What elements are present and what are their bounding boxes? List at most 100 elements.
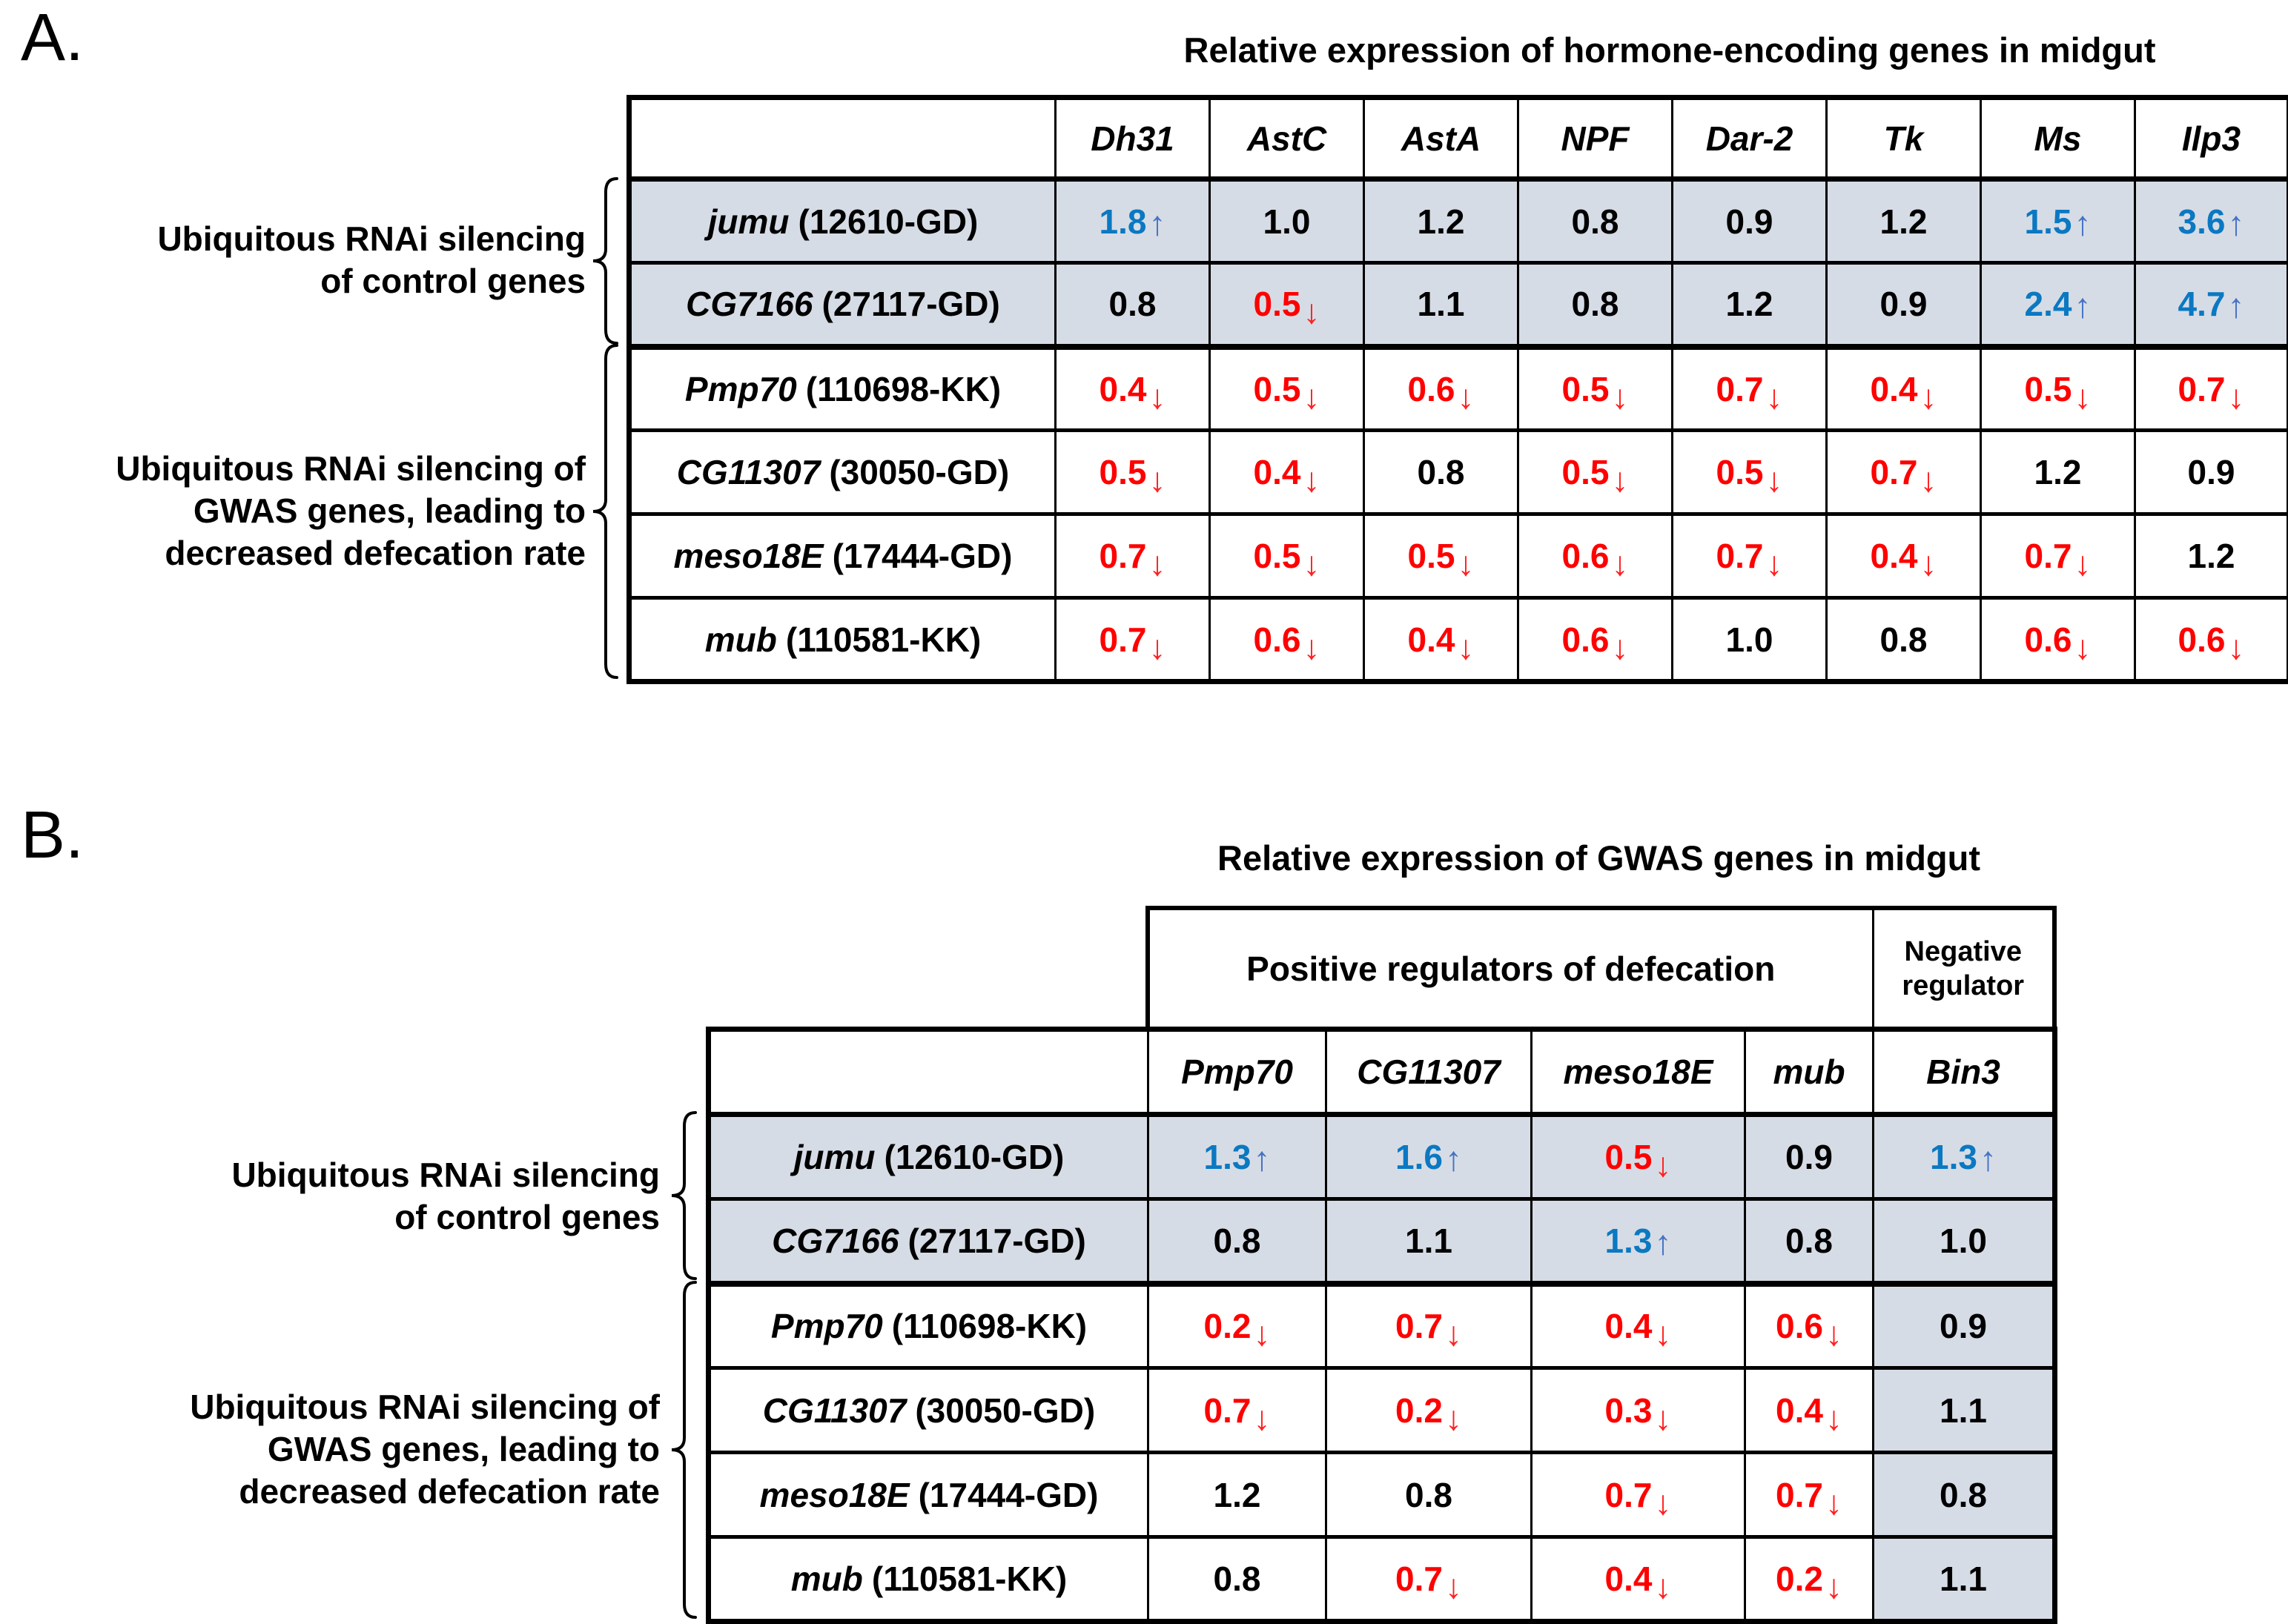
value-cell: 1.3↑ [1874, 1115, 2055, 1199]
column-header-cell: mub [1745, 1030, 1874, 1115]
column-header-row: Dh31 AstC AstA NPF Dar-2 Tk Ms Ilp3 [629, 98, 2288, 179]
value-cell: 0.2↓ [1745, 1537, 1874, 1622]
gene-name: CG7166 [686, 285, 813, 323]
row-label-cell: CG11307(30050-GD) [629, 431, 1056, 514]
panel-b-letter: B. [21, 802, 84, 869]
value-cell: 0.8 [1518, 179, 1673, 263]
table-row: jumu(12610-GD) 1.8↑ 1.0 1.2 0.8 0.9 1.2 … [629, 179, 2288, 263]
value-cell: 1.2 [1148, 1453, 1326, 1537]
value-cell: 0.5↓ [1673, 431, 1827, 514]
value-cell: 0.9 [1874, 1284, 2055, 1368]
column-header-cell: Dar-2 [1673, 98, 1827, 179]
row-label-cell: mub(110581-KK) [709, 1537, 1148, 1622]
value-cell: 1.0 [1874, 1199, 2055, 1284]
label-line: Ubiquitous RNAi silencing of [44, 448, 586, 490]
gene-id: (110581-KK) [872, 1560, 1067, 1598]
label-line: Ubiquitous RNAi silencing of [119, 1386, 660, 1428]
table-row: CG7166(27117-GD) 0.8 0.5↓ 1.1 0.8 1.2 0.… [629, 263, 2288, 347]
row-label-cell: CG7166(27117-GD) [629, 263, 1056, 347]
value-cell: 0.9 [1827, 263, 1981, 347]
panel-a-title: Relative expression of hormone-encoding … [1053, 30, 2287, 70]
row-label-cell: jumu(12610-GD) [709, 1115, 1148, 1199]
table-row: jumu(12610-GD) 1.3↑ 1.6↑ 0.5↓ 0.9 1.3↑ [709, 1115, 2055, 1199]
column-header-cell: Bin3 [1874, 1030, 2055, 1115]
value-cell: 0.6↓ [2135, 598, 2288, 682]
gene-name: mub [791, 1560, 863, 1598]
value-cell: 1.0 [1673, 598, 1827, 682]
panel-b-title: Relative expression of GWAS genes in mid… [1145, 838, 2052, 878]
curly-brace-icon [664, 1279, 706, 1620]
column-header-cell: NPF [1518, 98, 1673, 179]
table-row: meso18E(17444-GD) 1.2 0.8 0.7↓ 0.7↓ 0.8 [709, 1453, 2055, 1537]
gene-id: (12610-GD) [885, 1138, 1065, 1176]
gene-name: Pmp70 [685, 370, 797, 408]
value-cell: 0.9 [2135, 431, 2288, 514]
gwas-expression-table: Pmp70 CG11307 meso18E mub Bin3 jumu(1261… [706, 1027, 2057, 1624]
value-cell: 4.7↑ [2135, 263, 2288, 347]
value-cell: 1.0 [1210, 179, 1364, 263]
value-cell: 0.5↓ [1210, 347, 1364, 431]
group-header-row: Positive regulators of defecation Negati… [1148, 908, 2054, 1027]
value-cell: 0.5↓ [1981, 347, 2135, 431]
value-cell: 0.5↓ [1210, 514, 1364, 598]
value-cell: 0.4↓ [1827, 514, 1981, 598]
value-cell: 0.4↓ [1745, 1368, 1874, 1453]
value-cell: 0.6↓ [1364, 347, 1518, 431]
curly-brace-icon [664, 1110, 706, 1282]
value-cell: 0.8 [1148, 1537, 1326, 1622]
value-cell: 1.1 [1874, 1368, 2055, 1453]
gene-id: (110581-KK) [786, 620, 981, 659]
gene-id: (27117-GD) [822, 285, 1000, 323]
value-cell: 0.4↓ [1827, 347, 1981, 431]
gene-id: (27117-GD) [908, 1222, 1086, 1260]
value-cell: 1.3↑ [1532, 1199, 1745, 1284]
value-cell: 0.7↓ [2135, 347, 2288, 431]
value-cell: 0.4↓ [1056, 347, 1210, 431]
regulator-group-header: Positive regulators of defecation Negati… [1145, 906, 2057, 1027]
row-group-label-control-b: Ubiquitous RNAi silencing of control gen… [119, 1154, 660, 1239]
value-cell: 1.1 [1874, 1537, 2055, 1622]
value-cell: 0.8 [1326, 1453, 1532, 1537]
positive-regulators-header-cell: Positive regulators of defecation [1148, 908, 1873, 1027]
gene-name: meso18E [760, 1476, 910, 1514]
value-cell: 0.8 [1874, 1453, 2055, 1537]
value-cell: 0.4↓ [1364, 598, 1518, 682]
gene-id: (30050-GD) [915, 1391, 1095, 1430]
value-cell: 0.8 [1518, 263, 1673, 347]
value-cell: 0.7↓ [1326, 1284, 1532, 1368]
value-cell: 0.8 [1148, 1199, 1326, 1284]
value-cell: 1.3↑ [1148, 1115, 1326, 1199]
row-label-cell: meso18E(17444-GD) [629, 514, 1056, 598]
value-cell: 0.9 [1673, 179, 1827, 263]
value-cell: 0.4↓ [1532, 1537, 1745, 1622]
value-cell: 0.5↓ [1210, 263, 1364, 347]
column-header-cell: AstA [1364, 98, 1518, 179]
row-group-label-gwas-a: Ubiquitous RNAi silencing of GWAS genes,… [44, 448, 586, 574]
column-header-cell: Pmp70 [1148, 1030, 1326, 1115]
column-header-cell: Ilp3 [2135, 98, 2288, 179]
value-cell: 0.8 [1056, 263, 1210, 347]
value-cell: 1.1 [1326, 1199, 1532, 1284]
gene-name: mub [705, 620, 777, 659]
row-label-cell: Pmp70(110698-KK) [629, 347, 1056, 431]
value-cell: 0.6↓ [1210, 598, 1364, 682]
row-label-cell: CG11307(30050-GD) [709, 1368, 1148, 1453]
row-group-label-control-a: Ubiquitous RNAi silencing of control gen… [44, 218, 586, 302]
gene-name: CG11307 [677, 453, 821, 491]
column-header-cell: Ms [1981, 98, 2135, 179]
gene-id: (30050-GD) [829, 453, 1009, 491]
value-cell: 1.6↑ [1326, 1115, 1532, 1199]
label-line: of control genes [44, 260, 586, 302]
value-cell: 1.2 [1364, 179, 1518, 263]
empty-corner-cell [629, 98, 1056, 179]
value-cell: 0.7↓ [1673, 514, 1827, 598]
value-cell: 0.7↓ [1326, 1537, 1532, 1622]
row-label-cell: Pmp70(110698-KK) [709, 1284, 1148, 1368]
gene-name: jumu [794, 1138, 876, 1176]
value-cell: 1.2 [1981, 431, 2135, 514]
value-cell: 0.7↓ [1673, 347, 1827, 431]
value-cell: 0.8 [1745, 1199, 1874, 1284]
gene-id: (17444-GD) [919, 1476, 1099, 1514]
gene-id: (110698-KK) [806, 370, 1001, 408]
